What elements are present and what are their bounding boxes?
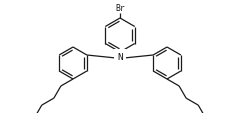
Text: Br: Br	[115, 4, 125, 13]
Text: N: N	[117, 52, 123, 61]
